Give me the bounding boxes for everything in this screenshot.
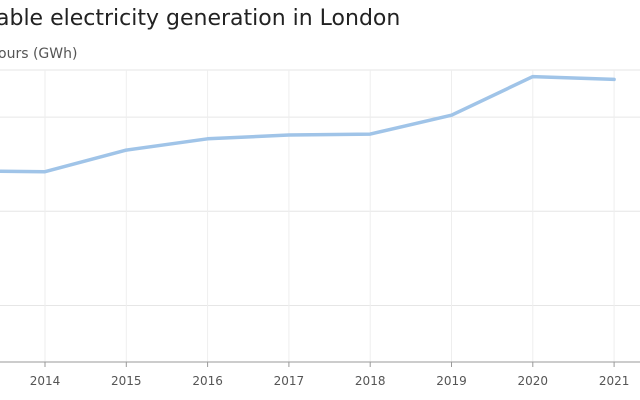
x-gridlines xyxy=(44,70,615,362)
chart-subtitle: ours (GWh) xyxy=(0,46,78,62)
x-tick-label-0: 2014 xyxy=(30,374,61,388)
x-tick-label-2: 2016 xyxy=(192,374,223,388)
series-lines xyxy=(0,74,616,174)
gridlines xyxy=(0,69,640,306)
x-tick-label-1: 2015 xyxy=(111,374,142,388)
x-tick-label-5: 2019 xyxy=(436,374,467,388)
x-tick-labels: 2014 2015 2016 2017 2018 2019 2020 2021 xyxy=(30,374,630,388)
x-tick-label-4: 2018 xyxy=(355,374,386,388)
x-tick-label-6: 2020 xyxy=(518,374,549,388)
series-line-0 xyxy=(0,74,616,174)
x-ticks xyxy=(44,362,615,367)
chart-title: able electricity generation in London xyxy=(0,6,401,31)
x-tick-label-7: 2021 xyxy=(599,374,630,388)
x-tick-label-3: 2017 xyxy=(274,374,305,388)
